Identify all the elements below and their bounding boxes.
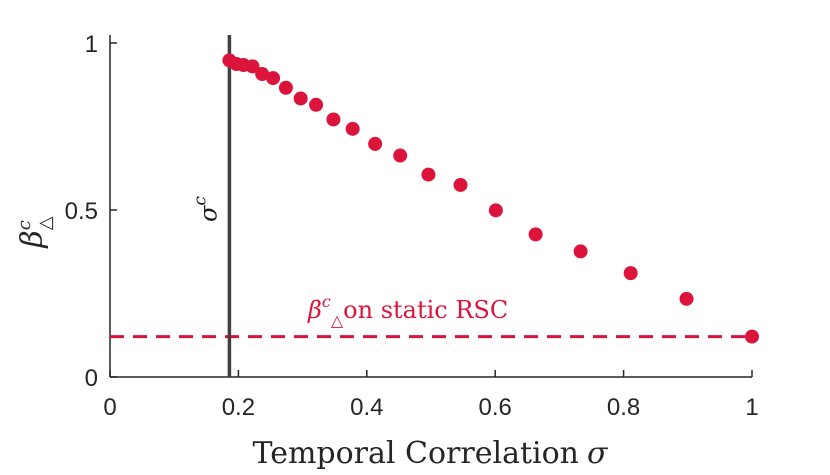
y-tick-label: 0 [85, 365, 98, 392]
y-axis-subscript: △ [35, 216, 56, 230]
data-point [528, 227, 543, 242]
sigma-c-superscript: c [190, 196, 210, 206]
annotation-text: on static RSC [343, 296, 508, 324]
data-point [309, 97, 324, 112]
sigma-c-symbol: σ [194, 205, 222, 222]
x-ticks: 0 0.2 0.4 0.6 0.8 1 [103, 370, 759, 421]
data-point [255, 67, 270, 82]
data-point [679, 291, 694, 306]
y-ticks: 00.51 [65, 31, 117, 392]
y-axis-title: βc△ [14, 216, 56, 248]
y-axis-superscript: c [14, 220, 35, 230]
x-tick-label: 0.4 [350, 394, 383, 421]
x-axis-title: Temporal Correlation σ [253, 436, 609, 471]
data-point [245, 59, 260, 74]
y-tick-label: 1 [85, 31, 98, 58]
annotation-beta-symbol: β [307, 296, 322, 324]
sigma-c-label: σc [190, 196, 222, 222]
x-axis-title-text: Temporal Correlation [253, 436, 579, 471]
y-tick-label: 0.5 [65, 198, 98, 225]
data-point [266, 71, 281, 86]
axes [109, 35, 752, 378]
data-point [421, 167, 436, 182]
data-points [222, 53, 759, 344]
x-tick-label: 0.2 [222, 394, 255, 421]
x-tick-label: 0.8 [607, 394, 640, 421]
data-point [453, 177, 468, 192]
annotation-superscript: c [322, 292, 331, 311]
data-point [573, 244, 588, 259]
y-axis-beta-symbol: β [15, 230, 50, 248]
data-point [345, 121, 360, 136]
data-point [326, 112, 341, 127]
x-tick-label: 0.6 [479, 394, 512, 421]
x-tick-label: 1 [745, 394, 758, 421]
annotation-subscript: △ [331, 311, 344, 330]
data-point [278, 80, 293, 95]
x-axis-title-symbol: σ [587, 436, 609, 471]
data-point [745, 329, 759, 344]
data-point [368, 136, 383, 151]
static-rsc-annotation: βc△on static RSC [307, 292, 508, 330]
data-point [488, 203, 503, 218]
data-point [623, 266, 638, 281]
data-point [393, 148, 408, 163]
data-point [293, 91, 308, 106]
x-tick-label: 0 [103, 394, 116, 421]
